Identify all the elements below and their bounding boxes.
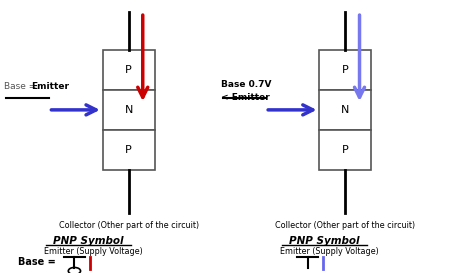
Text: Collector (Other part of the circuit): Collector (Other part of the circuit): [59, 221, 199, 230]
Bar: [319, 130, 371, 170]
Text: Collector (Other part of the circuit): Collector (Other part of the circuit): [275, 221, 415, 230]
Text: N: N: [341, 105, 349, 115]
Text: Emitter (Supply Voltage): Emitter (Supply Voltage): [44, 247, 143, 256]
Text: P: P: [342, 145, 349, 155]
Text: Emitter: Emitter: [31, 82, 69, 91]
Text: P: P: [125, 65, 132, 75]
Text: Base =: Base =: [18, 257, 59, 267]
Text: N: N: [125, 105, 133, 115]
Text: Base 0.7V: Base 0.7V: [220, 80, 271, 89]
Bar: [103, 130, 155, 170]
Bar: [319, 90, 371, 130]
Bar: [319, 50, 371, 90]
Text: PNP Symbol: PNP Symbol: [53, 236, 124, 246]
Text: P: P: [342, 65, 349, 75]
Text: P: P: [125, 145, 132, 155]
Text: PNP Symbol: PNP Symbol: [289, 236, 359, 246]
Bar: [103, 50, 155, 90]
Bar: [103, 90, 155, 130]
Text: Emitter (Supply Voltage): Emitter (Supply Voltage): [280, 247, 378, 256]
Text: Base =: Base =: [4, 82, 39, 91]
Text: < Emitter: < Emitter: [220, 93, 269, 102]
